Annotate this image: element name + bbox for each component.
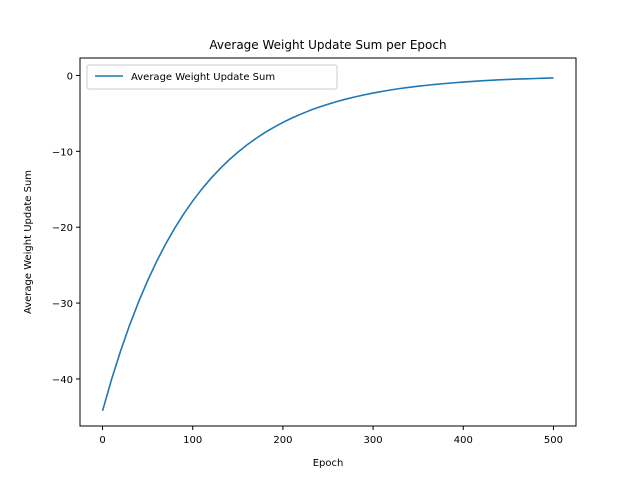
legend-label: Average Weight Update Sum [131,72,275,83]
legend-box [86,64,338,90]
chart-title: Average Weight Update Sum per Epoch [209,38,446,52]
y-tick-label: −10 [52,147,73,158]
x-tick-label: 400 [454,435,473,446]
x-axis: 0 100 200 300 400 500 [99,426,563,446]
x-tick-label: 100 [183,435,202,446]
y-axis: 0 −10 −20 −30 −40 [52,71,80,386]
x-axis-label: Epoch [313,458,344,469]
y-axis-label: Average Weight Update Sum [23,170,34,314]
y-tick-label: −40 [52,375,73,386]
plot-frame [79,57,577,427]
legend: Average Weight Update Sum [86,64,338,90]
series-line-0 [101,77,554,412]
plot-lines [101,77,554,412]
x-tick-label: 200 [273,435,292,446]
x-tick-label: 300 [364,435,383,446]
y-tick-label: −30 [52,299,73,310]
y-tick-label: 0 [67,71,73,82]
y-tick-label: −20 [52,223,73,234]
x-tick-label: 500 [544,435,563,446]
x-tick-label: 0 [99,435,105,446]
